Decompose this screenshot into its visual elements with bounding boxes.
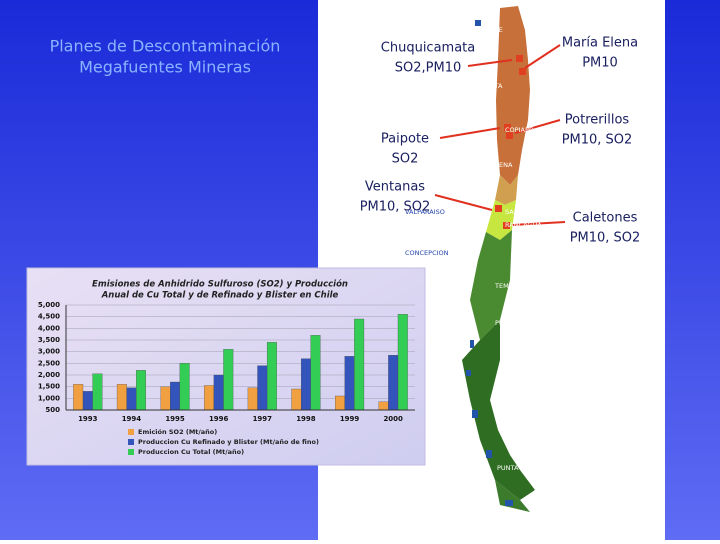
city-label: RANCAGUA (505, 221, 542, 229)
y-tick-label: 500 (45, 406, 60, 414)
site-pollutants: PM10, SO2 (360, 200, 431, 215)
y-tick-label: 3,500 (38, 336, 60, 344)
bar (213, 374, 224, 411)
bar (344, 356, 355, 411)
bar (82, 391, 93, 411)
bar (126, 387, 137, 411)
x-tick-label: 1996 (209, 415, 229, 423)
site-pollutants: SO2,PM10 (395, 61, 462, 76)
site-name: Ventanas (365, 180, 425, 195)
y-tick-label: 1,500 (38, 383, 60, 391)
y-tick-label: 5,000 (38, 301, 60, 309)
bar (116, 384, 127, 411)
chart: Emisiones de Anhidrido Sulfuroso (SO2) y… (38, 279, 415, 456)
city-labels: IQUIQUE ANTOFAGASTA COPIAPO LA SERENA VALPAR… (405, 26, 547, 472)
bar (257, 365, 268, 411)
bar (204, 385, 215, 411)
y-tick-label: 3,000 (38, 348, 60, 356)
x-tick-label: 1994 (122, 415, 142, 423)
y-tick-label: 2,000 (38, 371, 60, 379)
legend-swatch (128, 429, 134, 435)
city-label: COPIAPO (505, 126, 534, 134)
bar (247, 387, 258, 411)
map (434, 6, 566, 512)
legend-label: Produccion Cu Refinado y Blister (Mt/año… (138, 438, 319, 446)
bar (223, 349, 234, 411)
x-tick-label: 2000 (383, 415, 403, 423)
bar (397, 314, 408, 411)
bar (354, 318, 365, 411)
slide-title: Planes de Descontaminación Megafuentes Mi… (50, 37, 281, 77)
x-tick-label: 1997 (253, 415, 273, 423)
city-label: PUERTO MONTT (495, 319, 546, 327)
y-tick-label: 4,000 (38, 324, 60, 332)
bar (136, 370, 146, 411)
x-tick-label: 1998 (296, 415, 316, 423)
city-label: PUNTA ARENAS (497, 464, 547, 472)
bar (335, 395, 345, 411)
site-pollutants: PM10, SO2 (562, 133, 633, 148)
bar (291, 388, 302, 411)
city-label: TEMUCO (494, 282, 523, 290)
title-line: Megafuentes Mineras (79, 58, 251, 77)
city-label: SANTIAGO (505, 208, 539, 216)
bar (388, 355, 399, 411)
x-tick-label: 1993 (78, 415, 98, 423)
site-pollutants: PM10 (582, 56, 618, 71)
site-name: Paipote (381, 132, 429, 147)
city-label: ANTOFAGASTA (455, 82, 503, 90)
bar (170, 381, 181, 411)
annotations: Chuquicamata SO2,PM10 María Elena PM10 Paipo… (360, 36, 641, 246)
bar (310, 335, 321, 411)
chart-title: Emisiones de Anhidrido Sulfuroso (SO2) y… (92, 279, 348, 290)
bar (179, 363, 190, 411)
site-name: Chuquicamata (381, 41, 475, 56)
city-label: CONCEPCION (405, 249, 449, 257)
bar (266, 342, 277, 411)
city-label: LA SERENA (476, 161, 513, 169)
site-name: María Elena (562, 36, 638, 51)
site-pollutants: PM10, SO2 (570, 231, 641, 246)
x-tick-label: 1995 (165, 415, 185, 423)
y-tick-label: 4,500 (38, 313, 60, 321)
y-tick-label: 2,500 (38, 359, 60, 367)
bar (73, 384, 84, 411)
y-tick-label: 1,000 (38, 394, 60, 402)
city-label: IQUIQUE (475, 26, 503, 34)
bar (378, 401, 389, 411)
bar (300, 358, 311, 411)
legend-swatch (128, 449, 134, 455)
x-tick-label: 1999 (340, 415, 360, 423)
site-name: Potrerillos (565, 113, 630, 128)
site-name: Caletones (573, 211, 638, 226)
bar (160, 386, 171, 411)
bar (92, 373, 103, 411)
title-line: Planes de Descontaminación (50, 37, 281, 56)
legend-swatch (128, 439, 134, 445)
city-label: COYHAIQUE (500, 371, 539, 379)
legend-label: Emición SO2 (Mt/año) (138, 428, 217, 436)
city-label: VALPARAISO (405, 208, 445, 216)
legend-label: Produccion Cu Total (Mt/año) (138, 448, 244, 456)
site-pollutants: SO2 (392, 152, 419, 167)
chart-title: Anual de Cu Total y de Refinado y Bliste… (101, 291, 339, 301)
